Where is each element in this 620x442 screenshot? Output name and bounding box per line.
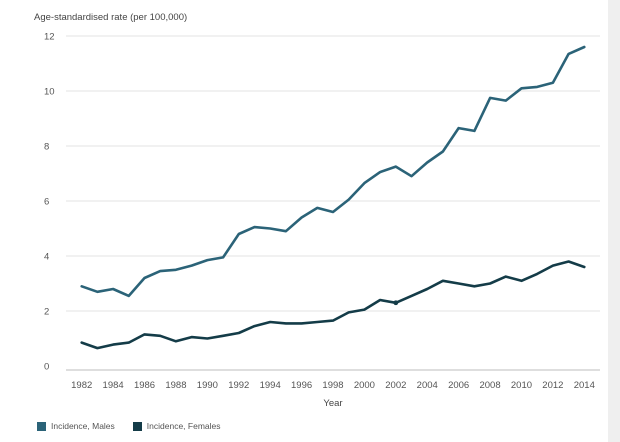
legend-swatch-males bbox=[37, 421, 46, 431]
x-tick-label: 2002 bbox=[385, 380, 406, 391]
y-tick-label: 10 bbox=[44, 87, 55, 98]
y-tick-label: 2 bbox=[44, 307, 49, 318]
y-tick-label: 4 bbox=[44, 252, 49, 263]
highlight-point bbox=[393, 300, 399, 306]
legend-item-males[interactable]: Incidence, Males bbox=[37, 421, 115, 431]
y-axis-title: Age-standardised rate (per 100,000) bbox=[34, 12, 188, 23]
legend: Incidence, Males Incidence, Females bbox=[37, 421, 221, 431]
x-tick-label: 2012 bbox=[542, 380, 563, 391]
series-line-females bbox=[80, 260, 586, 350]
x-tick-label: 1984 bbox=[103, 380, 124, 391]
legend-swatch-females bbox=[132, 421, 142, 431]
x-tick-label: 1994 bbox=[260, 380, 281, 391]
scroll-edge bbox=[608, 0, 620, 442]
x-tick-label: 1998 bbox=[322, 380, 343, 391]
legend-label-males: Incidence, Males bbox=[51, 421, 115, 431]
x-tick-label: 2000 bbox=[354, 380, 375, 391]
x-tick-label: 2006 bbox=[448, 380, 469, 391]
x-tick-label: 1992 bbox=[228, 380, 249, 391]
x-tick-label: 2014 bbox=[574, 380, 595, 391]
x-tick-label: 2004 bbox=[417, 380, 438, 391]
series-line-males bbox=[80, 45, 586, 298]
x-tick-label: 1996 bbox=[291, 380, 312, 391]
y-tick-label: 0 bbox=[44, 362, 49, 373]
x-tick-label: 2010 bbox=[511, 380, 532, 391]
y-tick-label: 12 bbox=[44, 32, 55, 43]
x-axis-title: Year bbox=[323, 398, 342, 409]
y-tick-label: 6 bbox=[44, 197, 49, 208]
x-tick-label: 1988 bbox=[165, 380, 186, 391]
x-tick-label: 1982 bbox=[71, 380, 92, 391]
x-tick-label: 1986 bbox=[134, 380, 155, 391]
legend-item-females[interactable]: Incidence, Females bbox=[132, 421, 221, 431]
legend-label-females: Incidence, Females bbox=[146, 421, 221, 431]
x-tick-label: 1990 bbox=[197, 380, 218, 391]
y-tick-label: 8 bbox=[44, 142, 49, 153]
x-tick-label: 2008 bbox=[479, 380, 500, 391]
